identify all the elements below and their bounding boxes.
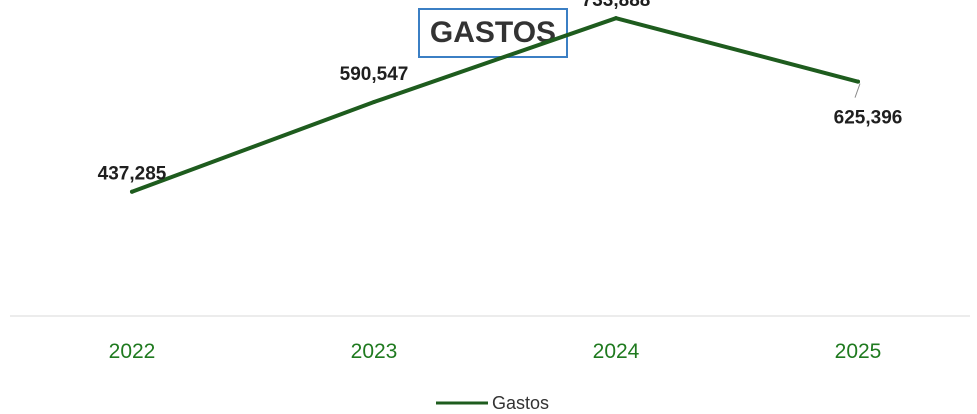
data-label-leader-line bbox=[854, 83, 861, 98]
data-label-2022: 437,285 bbox=[98, 164, 167, 185]
x-tick-label-2025: 2025 bbox=[835, 340, 882, 363]
x-tick-label-2024: 2024 bbox=[593, 340, 640, 363]
data-point-2024 bbox=[614, 16, 618, 21]
x-tick-label-2022: 2022 bbox=[109, 340, 156, 363]
data-point-2025 bbox=[856, 79, 860, 84]
series-line-gastos bbox=[130, 16, 860, 194]
x-tick-label-2023: 2023 bbox=[351, 340, 398, 363]
data-label-2025: 625,396 bbox=[834, 108, 903, 129]
legend: Gastos bbox=[436, 393, 549, 413]
data-label-2024: 733,888 bbox=[582, 0, 651, 11]
series-group: 437,285 590,547 733,888 625,396 bbox=[98, 0, 903, 194]
chart-title: GASTOS bbox=[418, 8, 568, 58]
data-point-2023 bbox=[372, 100, 376, 105]
data-label-2023: 590,547 bbox=[340, 64, 409, 85]
x-axis-ticks: 2022 2023 2024 2025 bbox=[109, 340, 882, 363]
data-point-2022 bbox=[130, 189, 134, 194]
legend-label-gastos: Gastos bbox=[492, 393, 549, 413]
